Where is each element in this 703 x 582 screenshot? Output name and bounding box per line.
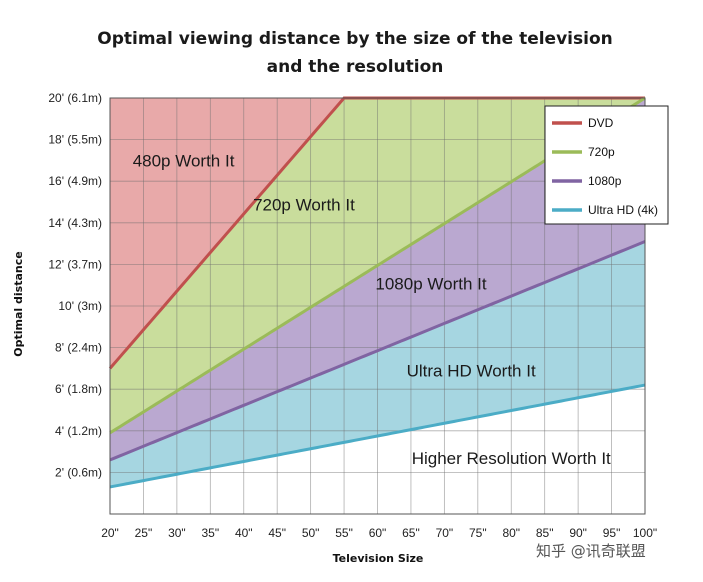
- x-tick-label: 95": [603, 526, 621, 540]
- region-label: 720p Worth It: [253, 195, 355, 214]
- x-tick-label: 80": [502, 526, 520, 540]
- region-labels: 480p Worth It 720p Worth It 1080p Worth It…: [133, 152, 611, 468]
- x-tick-label: 20": [101, 526, 119, 540]
- x-tick-label: 35": [202, 526, 220, 540]
- x-ticks: 20" 25" 30" 35" 40" 45" 50" 55" 60" 65" 70" 75" 80" 8…: [101, 526, 657, 540]
- x-tick-label: 70": [436, 526, 454, 540]
- x-tick-label: 30": [168, 526, 186, 540]
- y-tick-label: 6' (1.8m): [55, 382, 102, 396]
- legend-label: Ultra HD (4k): [588, 203, 658, 217]
- chart-title-line1: Optimal viewing distance by the size of …: [97, 29, 612, 49]
- y-ticks: 2' (0.6m) 4' (1.2m) 6' (1.8m) 8' (2.4m) 10' …: [48, 91, 102, 479]
- region-label: Higher Resolution Worth It: [412, 449, 611, 468]
- y-tick-label: 14' (4.3m): [48, 216, 102, 230]
- region-label: 1080p Worth It: [375, 274, 486, 293]
- y-tick-label: 2' (0.6m): [55, 465, 102, 479]
- legend-label: 720p: [588, 145, 615, 159]
- plot-frame: [109, 97, 646, 515]
- y-tick-label: 10' (3m): [58, 299, 102, 313]
- region-label: 480p Worth It: [133, 152, 235, 171]
- y-tick-label: 18' (5.5m): [48, 133, 102, 147]
- line-ultra-hd: [109, 383, 646, 489]
- y-tick-label: 4' (1.2m): [55, 424, 102, 438]
- x-tick-label: 90": [569, 526, 587, 540]
- x-tick-label: 50": [302, 526, 320, 540]
- chart-title-line2: and the resolution: [267, 57, 444, 77]
- legend-label: 1080p: [588, 174, 622, 188]
- y-tick-label: 16' (4.9m): [48, 174, 102, 188]
- legend: DVD 720p 1080p Ultra HD (4k): [544, 105, 669, 225]
- x-tick-label: 75": [469, 526, 487, 540]
- watermark: 知乎 @讯奇联盟: [536, 542, 646, 560]
- y-tick-label: 8' (2.4m): [55, 341, 102, 355]
- x-tick-label: 60": [369, 526, 387, 540]
- legend-label: DVD: [588, 116, 614, 130]
- x-tick-label: 55": [335, 526, 353, 540]
- x-tick-label: 45": [268, 526, 286, 540]
- x-tick-label: 65": [402, 526, 420, 540]
- x-axis-label: Television Size: [333, 552, 424, 565]
- y-tick-label: 12' (3.7m): [48, 257, 102, 271]
- x-tick-label: 100": [633, 526, 657, 540]
- legend-box: [544, 105, 669, 225]
- y-axis-label: Optimal distance: [12, 251, 25, 356]
- x-tick-label: 85": [536, 526, 554, 540]
- region-label: Ultra HD Worth It: [407, 362, 536, 381]
- line-1080p: [109, 240, 646, 462]
- x-tick-label: 40": [235, 526, 253, 540]
- y-tick-label: 20' (6.1m): [48, 91, 102, 105]
- x-tick-label: 25": [135, 526, 153, 540]
